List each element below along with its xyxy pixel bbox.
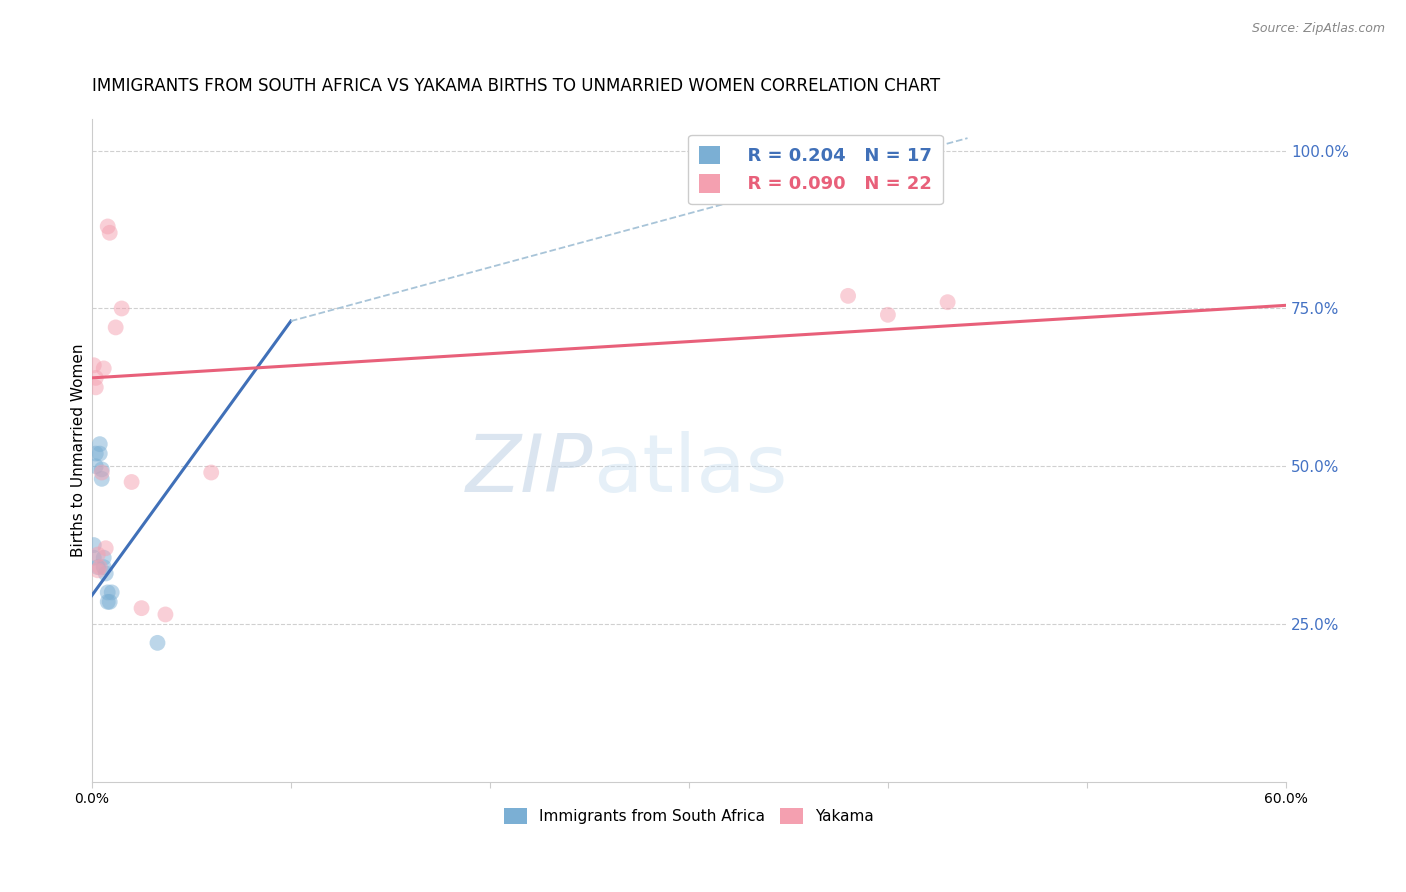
Text: Source: ZipAtlas.com: Source: ZipAtlas.com — [1251, 22, 1385, 36]
Point — [93, 550, 115, 565]
Point — [104, 320, 127, 334]
Point — [131, 601, 153, 615]
Point — [84, 371, 107, 385]
Y-axis label: Births to Unmarried Women: Births to Unmarried Women — [72, 343, 86, 558]
Point — [837, 289, 859, 303]
Point — [94, 541, 117, 556]
Text: atlas: atlas — [593, 432, 787, 509]
Point — [90, 472, 112, 486]
Point — [97, 585, 120, 599]
Point — [84, 459, 107, 474]
Point — [90, 462, 112, 476]
Point — [155, 607, 177, 622]
Point — [83, 538, 105, 552]
Point — [97, 219, 120, 234]
Point — [87, 560, 110, 574]
Point — [89, 560, 111, 574]
Point — [89, 447, 111, 461]
Point — [907, 169, 929, 183]
Point — [87, 548, 110, 562]
Point — [98, 226, 121, 240]
Point — [83, 358, 105, 372]
Point — [936, 295, 959, 310]
Point — [111, 301, 134, 316]
Point — [917, 150, 939, 164]
Text: ZIP: ZIP — [465, 432, 593, 509]
Point — [121, 475, 143, 489]
Point — [100, 585, 122, 599]
Point — [87, 563, 110, 577]
Point — [84, 380, 107, 394]
Point — [877, 308, 900, 322]
Point — [83, 550, 105, 565]
Point — [98, 595, 121, 609]
Point — [93, 560, 115, 574]
Point — [146, 636, 169, 650]
Point — [200, 466, 222, 480]
Point — [84, 447, 107, 461]
Legend: Immigrants from South Africa, Yakama: Immigrants from South Africa, Yakama — [498, 802, 880, 830]
Point — [94, 566, 117, 581]
Title: IMMIGRANTS FROM SOUTH AFRICA VS YAKAMA BIRTHS TO UNMARRIED WOMEN CORRELATION CHA: IMMIGRANTS FROM SOUTH AFRICA VS YAKAMA B… — [91, 78, 941, 95]
Point — [90, 466, 112, 480]
Point — [97, 595, 120, 609]
Point — [93, 361, 115, 376]
Point — [89, 437, 111, 451]
